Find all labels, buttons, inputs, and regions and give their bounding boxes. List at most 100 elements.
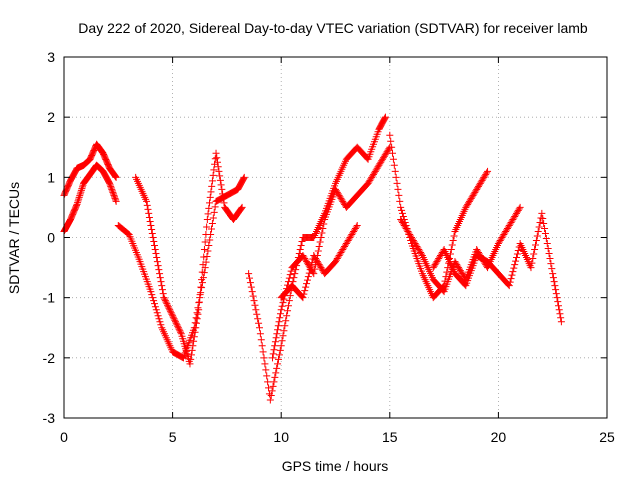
data-point — [276, 310, 284, 318]
data-point — [311, 253, 319, 261]
data-point — [177, 328, 185, 336]
data-point — [169, 312, 177, 320]
data-point — [301, 287, 309, 295]
data-point — [195, 299, 203, 307]
data-point — [207, 188, 215, 196]
data-point — [514, 206, 522, 214]
data-point — [334, 253, 342, 261]
data-point — [453, 261, 461, 269]
data-point — [297, 242, 305, 250]
data-point — [395, 191, 403, 199]
data-point — [107, 182, 115, 190]
data-point — [146, 217, 154, 225]
data-point — [536, 218, 544, 226]
data-point — [498, 234, 506, 241]
series-late-c — [429, 209, 565, 326]
data-point — [379, 154, 387, 162]
data-point — [279, 299, 287, 307]
x-tick-label: 0 — [60, 429, 68, 445]
data-point — [190, 337, 198, 345]
data-point — [219, 194, 227, 202]
data-point — [172, 319, 180, 327]
data-point — [408, 234, 416, 241]
data-point — [476, 179, 484, 187]
data-point — [143, 197, 151, 205]
data-point — [215, 167, 223, 175]
data-point — [532, 237, 540, 245]
data-point — [552, 290, 560, 298]
data-point — [271, 338, 279, 346]
data-point — [174, 322, 182, 330]
data-point — [263, 372, 271, 380]
data-point — [505, 282, 513, 290]
data-point — [370, 170, 378, 178]
data-point — [557, 314, 565, 322]
data-point — [394, 185, 402, 193]
data-point — [296, 246, 304, 254]
data-point — [505, 221, 513, 229]
data-point — [151, 246, 159, 254]
data-point — [211, 155, 219, 163]
data-point — [156, 318, 164, 326]
data-point — [553, 294, 561, 302]
data-point — [449, 237, 457, 245]
data-point — [447, 246, 455, 254]
data-point — [406, 230, 414, 238]
data-point — [251, 301, 259, 309]
data-point — [199, 261, 207, 269]
data-point — [332, 258, 339, 266]
data-point — [459, 271, 467, 279]
data-point — [380, 152, 388, 160]
data-point — [534, 227, 542, 235]
data-point — [301, 255, 309, 263]
data-point — [291, 270, 299, 278]
data-point — [256, 330, 264, 338]
data-point — [145, 209, 153, 217]
data-point — [195, 298, 203, 306]
data-point — [363, 154, 371, 162]
data-point — [351, 226, 359, 234]
data-point — [509, 268, 517, 276]
data-point — [246, 274, 254, 282]
data-point — [187, 355, 195, 363]
data-point — [203, 253, 211, 261]
data-point — [317, 234, 325, 241]
data-point — [455, 265, 463, 273]
data-point — [314, 247, 322, 255]
data-point — [412, 241, 420, 249]
data-point — [344, 237, 352, 245]
data-point — [320, 220, 328, 228]
data-point — [458, 270, 466, 278]
data-point — [379, 155, 387, 163]
data-point — [276, 346, 284, 354]
data-point — [507, 275, 515, 283]
data-point — [265, 384, 273, 392]
data-point — [106, 179, 114, 187]
data-point — [173, 321, 181, 329]
data-point — [153, 254, 161, 262]
plot-frame — [63, 56, 608, 419]
data-point — [313, 258, 321, 266]
data-point — [317, 264, 325, 272]
data-point — [472, 187, 480, 195]
data-point — [208, 182, 216, 190]
data-point — [407, 232, 415, 240]
series-late-b — [397, 203, 524, 296]
data-point — [262, 366, 270, 374]
data-point — [410, 238, 418, 246]
data-point — [155, 315, 163, 323]
series-early-low — [60, 161, 120, 235]
data-point — [148, 229, 156, 237]
tick-labels-layer: 0 5 10 15 20 25 -3 -2 -1 0 1 2 3 — [43, 49, 615, 445]
data-point — [405, 229, 413, 237]
data-point — [513, 209, 520, 217]
data-point — [484, 167, 492, 175]
data-point — [73, 200, 81, 208]
data-point — [286, 271, 294, 279]
data-point — [151, 303, 159, 311]
data-point — [318, 265, 326, 273]
y-tick-label: 3 — [47, 49, 55, 65]
data-point — [168, 310, 176, 318]
data-point — [274, 322, 282, 330]
data-point — [198, 268, 206, 276]
